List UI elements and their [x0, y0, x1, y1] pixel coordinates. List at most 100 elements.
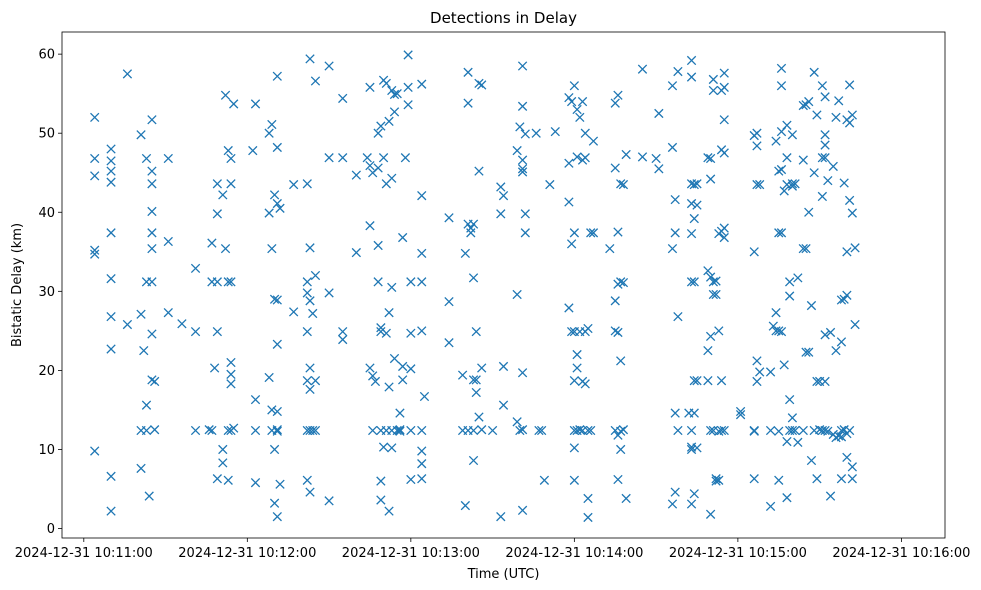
data-point-marker: [586, 228, 596, 238]
data-point-marker: [106, 471, 116, 481]
data-point-marker: [150, 425, 160, 435]
data-point-marker: [310, 270, 321, 281]
data-point-marker: [809, 67, 819, 77]
data-point-marker: [207, 425, 217, 436]
data-point-marker: [496, 511, 506, 522]
data-point-marker: [692, 443, 702, 453]
data-point-marker: [831, 345, 841, 356]
data-point-marker: [272, 71, 282, 81]
data-point-marker: [365, 363, 375, 373]
data-point-marker: [621, 493, 631, 504]
y-tick-label: 60: [38, 48, 55, 63]
data-point-marker: [564, 158, 574, 168]
data-point-marker: [308, 308, 318, 319]
data-point-marker: [498, 361, 509, 372]
data-point-marker: [782, 493, 792, 503]
data-point-marker: [338, 93, 348, 104]
data-point-marker: [839, 294, 849, 304]
data-point-marker: [686, 72, 697, 82]
data-point-marker: [711, 276, 721, 286]
data-point-marker: [305, 243, 315, 253]
data-point-marker: [804, 96, 814, 107]
data-point-marker: [267, 243, 277, 254]
data-point-marker: [308, 425, 318, 436]
data-point-marker: [520, 228, 530, 238]
data-point-marker: [468, 375, 479, 385]
x-tick-label: 2024-12-31 10:13:00: [342, 546, 480, 561]
data-point-marker: [836, 432, 847, 442]
data-point-marker: [831, 112, 841, 123]
data-point-marker: [825, 327, 836, 338]
data-point-marker: [122, 69, 133, 79]
data-point-marker: [384, 116, 394, 127]
data-point-marker: [90, 153, 100, 164]
data-point-marker: [373, 240, 383, 251]
data-point-marker: [517, 155, 528, 165]
data-point-marker: [610, 163, 620, 173]
data-point-marker: [842, 290, 852, 300]
data-point-marker: [250, 425, 261, 436]
data-point-marker: [755, 179, 765, 190]
data-point-marker: [417, 425, 427, 436]
data-point-marker: [618, 425, 629, 435]
data-point-marker: [572, 363, 582, 373]
data-point-marker: [90, 171, 100, 181]
data-point-marker: [395, 408, 405, 418]
data-point-marker: [106, 144, 116, 154]
data-point-marker: [226, 379, 236, 389]
data-point-marker: [406, 474, 416, 485]
data-point-marker: [250, 477, 261, 488]
data-point-marker: [531, 128, 541, 138]
data-point-marker: [190, 425, 201, 436]
data-point-marker: [378, 442, 389, 452]
data-point-marker: [692, 376, 702, 386]
data-point-marker: [229, 99, 239, 109]
data-point-marker: [147, 329, 157, 339]
data-point-marker: [250, 394, 261, 405]
data-point-marker: [368, 371, 378, 381]
data-point-marker: [474, 166, 484, 176]
data-point-marker: [302, 277, 312, 287]
data-point-marker: [705, 509, 716, 519]
data-point-marker: [809, 168, 819, 178]
data-point-marker: [163, 236, 173, 247]
data-point-marker: [144, 491, 154, 501]
data-point-marker: [667, 243, 678, 254]
data-point-marker: [457, 370, 468, 380]
data-point-marker: [212, 179, 223, 189]
data-point-marker: [820, 376, 830, 387]
data-point-marker: [351, 247, 361, 258]
data-point-marker: [106, 156, 116, 166]
data-point-marker: [774, 326, 784, 336]
data-point-marker: [771, 136, 781, 146]
data-point-marker: [847, 462, 857, 472]
data-point-marker: [776, 164, 787, 175]
data-point-marker: [689, 277, 699, 287]
data-point-marker: [269, 444, 280, 455]
data-point-marker: [564, 303, 574, 313]
data-point-marker: [686, 425, 697, 436]
data-point-marker: [517, 368, 528, 378]
data-point-marker: [774, 475, 784, 485]
data-points: [90, 50, 860, 523]
data-point-marker: [520, 129, 530, 139]
data-point-marker: [419, 391, 430, 402]
y-tick-label: 10: [38, 443, 55, 458]
data-point-marker: [716, 425, 727, 436]
data-point-marker: [703, 266, 713, 276]
data-point-marker: [804, 347, 814, 357]
data-point-marker: [686, 198, 697, 209]
data-point-marker: [703, 345, 713, 356]
data-point-marker: [673, 311, 683, 322]
data-point-marker: [689, 376, 699, 386]
data-point-marker: [618, 179, 629, 190]
data-point-marker: [774, 166, 784, 176]
data-point-marker: [583, 512, 593, 523]
data-point-marker: [471, 375, 481, 385]
data-point-marker: [406, 364, 416, 374]
data-point-marker: [272, 295, 282, 305]
data-point-marker: [381, 328, 391, 338]
data-point-marker: [376, 121, 386, 131]
data-point-marker: [471, 326, 481, 337]
